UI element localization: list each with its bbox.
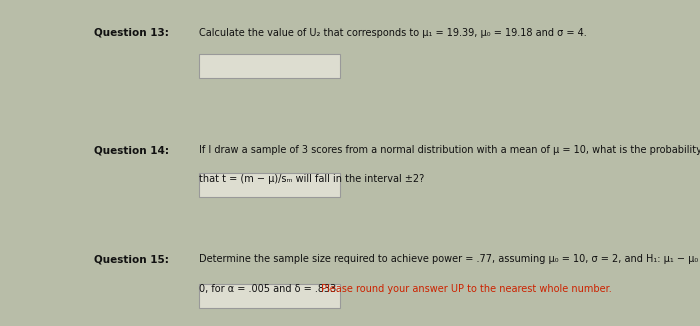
FancyBboxPatch shape — [199, 284, 340, 308]
Text: Determine the sample size required to achieve power = .77, assuming μ₀ = 10, σ =: Determine the sample size required to ac… — [199, 254, 700, 264]
FancyBboxPatch shape — [199, 54, 340, 78]
Text: 0, for α = .005 and δ = .833.: 0, for α = .005 and δ = .833. — [199, 284, 343, 294]
Text: If I draw a sample of 3 scores from a normal distribution with a mean of μ = 10,: If I draw a sample of 3 scores from a no… — [199, 145, 700, 155]
Text: Calculate the value of U₂ that corresponds to μ₁ = 19.39, μ₀ = 19.18 and σ = 4.: Calculate the value of U₂ that correspon… — [199, 28, 587, 38]
Text: that t = (m − μ)/sₘ will fall in the interval ±2?: that t = (m − μ)/sₘ will fall in the int… — [199, 174, 425, 185]
Text: Question 14:: Question 14: — [94, 145, 169, 155]
FancyBboxPatch shape — [199, 173, 340, 197]
Text: Question 13:: Question 13: — [94, 28, 169, 38]
Text: Question 15:: Question 15: — [94, 254, 169, 264]
Text: Please round your answer UP to the nearest whole number.: Please round your answer UP to the neare… — [321, 284, 612, 294]
